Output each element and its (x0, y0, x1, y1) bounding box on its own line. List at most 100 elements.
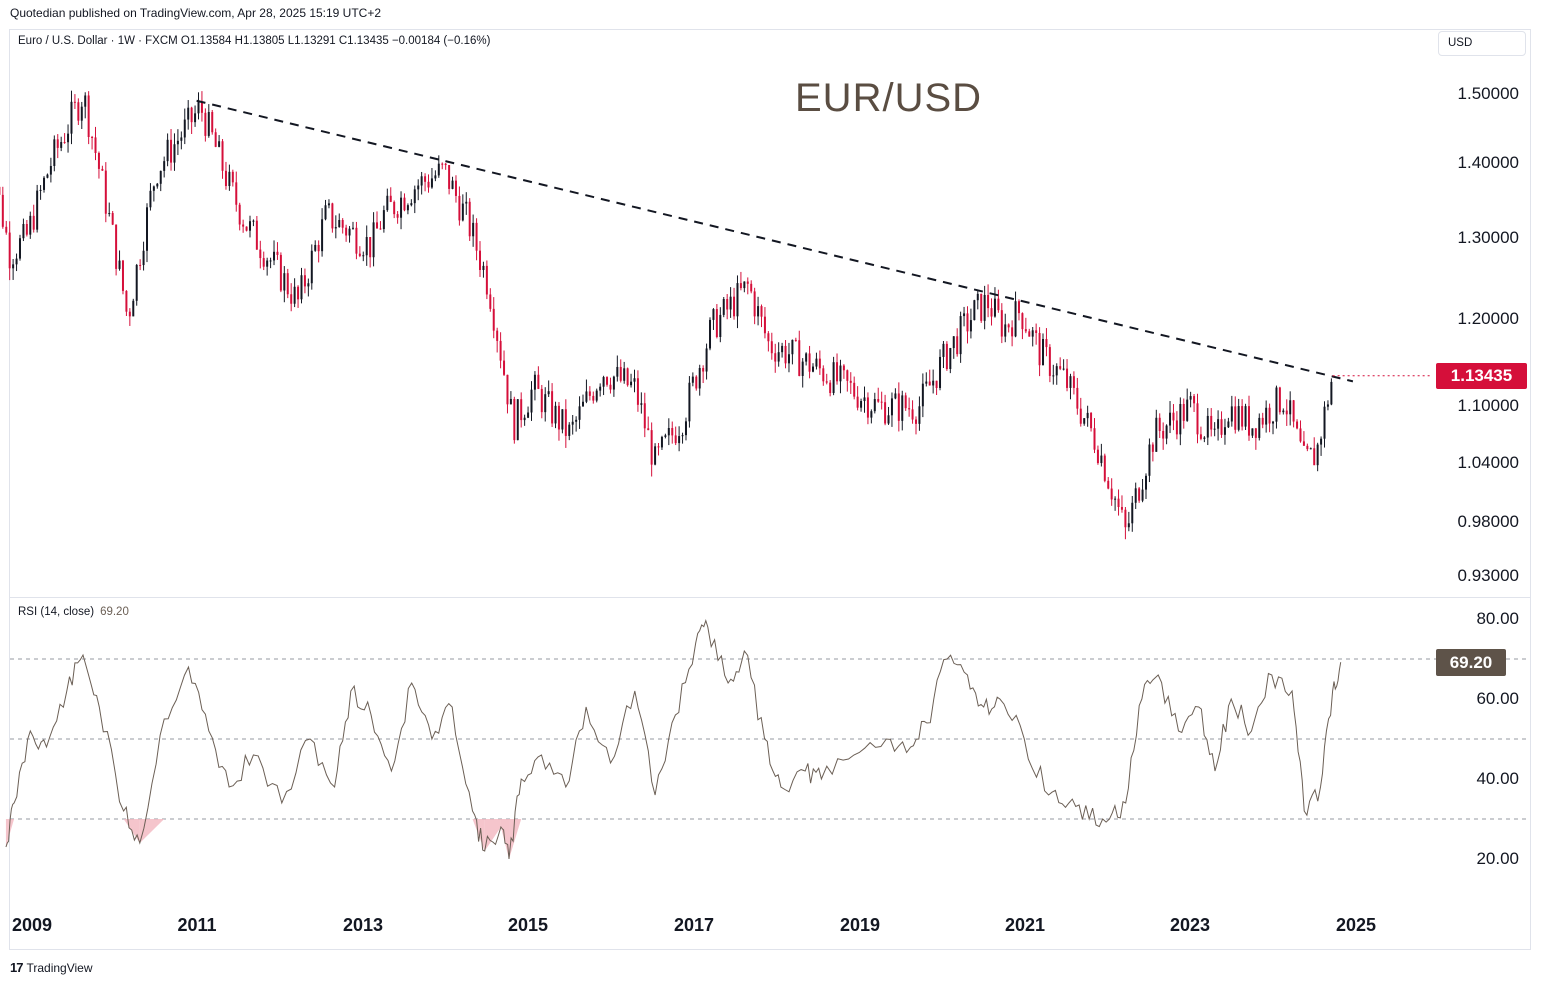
candle-body (551, 391, 554, 424)
candle-body (887, 415, 890, 424)
pane-separator[interactable] (9, 597, 1531, 598)
candle-body (1326, 404, 1329, 407)
candle-body (1096, 449, 1099, 464)
candle-body (67, 133, 70, 143)
candle-body (321, 219, 324, 252)
candle-body (73, 101, 76, 103)
candle-body (729, 296, 732, 310)
candle-body (1093, 428, 1096, 450)
candle-body (386, 195, 389, 211)
candle-body (56, 139, 59, 148)
candle-body (1272, 421, 1275, 424)
candle-body (1227, 421, 1230, 428)
tradingview-logo[interactable]: 17 TradingView (10, 960, 93, 975)
candle-body (1302, 441, 1305, 446)
candle-body (70, 101, 73, 134)
candle-body (406, 205, 409, 211)
candle-body (777, 352, 780, 362)
candle-body (973, 300, 976, 321)
candle-body (1114, 498, 1117, 500)
candle-body (1090, 412, 1093, 429)
candle-body (300, 275, 303, 300)
price-axis-label: 0.93000 (1457, 566, 1519, 585)
candle-body (211, 112, 214, 133)
candle-body (503, 360, 506, 375)
candle-body (1076, 387, 1079, 409)
candle-body (60, 142, 63, 148)
candle-body (654, 446, 657, 465)
candle-body (592, 395, 595, 401)
candle-body (832, 362, 835, 394)
rsi-axis-label: 80.00 (1476, 609, 1519, 628)
candle-body (1110, 488, 1113, 500)
price-axis-label: 1.04000 (1457, 453, 1519, 472)
candle-body (49, 165, 52, 175)
candle-body (966, 313, 969, 332)
candle-body (1117, 498, 1120, 508)
candle-body (97, 152, 100, 169)
candle-body (1052, 375, 1055, 377)
candle-body (348, 228, 351, 236)
time-axis-label: 2025 (1335, 915, 1377, 935)
rsi-legend[interactable]: RSI (14, close) 69.20 (18, 606, 129, 618)
candle-body (173, 144, 176, 163)
candle-body (993, 298, 996, 317)
candle-body (880, 401, 883, 403)
candle-body (1017, 301, 1020, 314)
symbol-legend[interactable]: Euro / U.S. Dollar · 1W · FXCM O1.13584 … (18, 35, 491, 47)
candle-body (492, 308, 495, 331)
candle-body (787, 354, 790, 364)
candle-body (29, 215, 32, 235)
candle-body (1296, 421, 1299, 429)
candle-body (829, 382, 832, 394)
candle-body (825, 381, 828, 383)
candle-body (664, 435, 667, 437)
candle-body (1155, 417, 1158, 452)
candle-body (393, 201, 396, 215)
candle-body (46, 174, 49, 178)
candle-body (520, 399, 523, 421)
candle-body (1045, 339, 1048, 348)
candle-body (410, 203, 413, 206)
candle-body (430, 178, 433, 188)
candle-body (1320, 438, 1323, 445)
candle-body (791, 339, 794, 355)
candle-body (667, 428, 670, 436)
candle-body (273, 251, 276, 261)
candle-body (643, 403, 646, 429)
candle-body (207, 112, 210, 136)
candle-body (448, 165, 451, 189)
candle-body (25, 223, 28, 235)
rsi-line[interactable] (5, 618, 1342, 860)
tradingview-logo-icon: 17 (10, 960, 24, 975)
time-axis-label: 2009 (11, 915, 53, 935)
candle-body (345, 227, 348, 236)
candle-body (190, 107, 193, 123)
candle-body (805, 353, 808, 362)
candle-body (170, 139, 173, 163)
candle-body (870, 411, 873, 418)
trendline[interactable] (196, 99, 1354, 383)
candle-body (688, 382, 691, 422)
candle-body (479, 250, 482, 271)
candle-body (1103, 455, 1106, 481)
candle-body (561, 409, 564, 430)
candle-body (1282, 410, 1285, 413)
candle-body (1203, 437, 1206, 439)
candle-body (132, 300, 135, 317)
candle-body (1066, 368, 1069, 388)
candle-body (866, 397, 869, 418)
currency-button[interactable]: USD (1438, 31, 1526, 56)
candle-body (482, 265, 485, 271)
candle-body (1289, 400, 1292, 415)
candle-body (815, 358, 818, 367)
candle-body (890, 398, 893, 416)
candle-body (276, 251, 279, 255)
candle-body (1292, 400, 1295, 422)
candle-body (262, 258, 265, 267)
rsi-axis-label: 60.00 (1476, 689, 1519, 708)
candle-body (317, 244, 320, 252)
candle-body (1306, 445, 1309, 450)
candle-body (506, 374, 509, 405)
